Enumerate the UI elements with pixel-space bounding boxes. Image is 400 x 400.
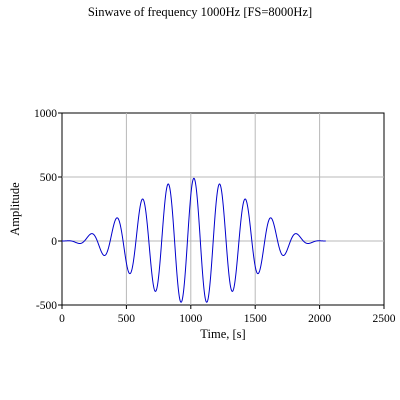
x-axis-label: Time, [s] (200, 327, 245, 341)
x-tick-label: 1500 (244, 313, 267, 325)
grid (62, 113, 384, 305)
y-tick-label: 500 (40, 172, 58, 184)
y-tick-label: 0 (51, 236, 57, 248)
x-tick-label: 1000 (179, 313, 202, 325)
x-tick-label: 500 (118, 313, 136, 325)
y-tick-label: 1000 (34, 108, 57, 120)
x-tick-label: 2000 (308, 313, 331, 325)
chart-title: Sinwave of frequency 1000Hz [FS=8000Hz] (87, 5, 313, 19)
series-layer (62, 177, 326, 303)
plot-area (61, 112, 385, 306)
y-tick-label: -500 (36, 300, 57, 312)
y-axis-label: Amplitude (8, 182, 22, 236)
series-line (62, 177, 326, 303)
x-tick-label: 2500 (373, 313, 396, 325)
x-tick-label: 0 (59, 313, 65, 325)
